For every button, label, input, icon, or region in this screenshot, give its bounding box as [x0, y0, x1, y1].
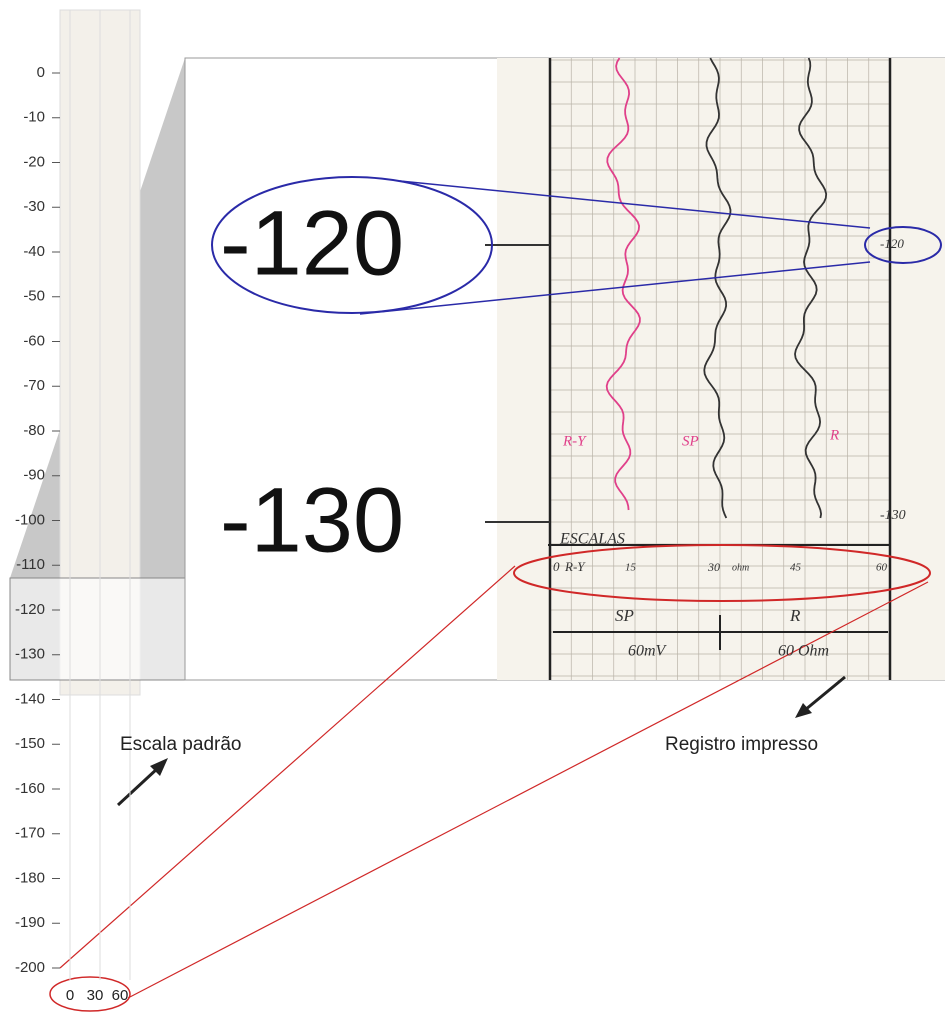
zoom-connector: [359, 261, 871, 315]
scale-name: R: [789, 606, 801, 625]
arrow-head: [795, 703, 812, 718]
scale-connector: [127, 581, 929, 999]
scale-title: ESCALAS: [559, 531, 625, 548]
depth-label: -20: [23, 153, 45, 170]
depth-label: -70: [23, 377, 45, 394]
depth-mark: -130: [880, 508, 906, 523]
depth-label: -120: [15, 601, 45, 618]
curve-label: SP: [682, 433, 699, 449]
depth-label: -140: [15, 690, 45, 707]
curve-label: R: [829, 427, 839, 443]
source-ellipse: [864, 226, 942, 264]
depth-label: -190: [15, 914, 45, 931]
depth-label: -100: [15, 511, 45, 528]
zoom-connector: [399, 180, 871, 229]
log-curve: [794, 57, 828, 519]
strip-scale-ellipse: [49, 976, 131, 1012]
arrow: [804, 675, 846, 712]
depth-label: -90: [23, 467, 45, 484]
depth-mark: -120: [880, 236, 904, 251]
strip-scale-label: 60: [112, 987, 129, 1004]
curve-label: R-Y: [562, 433, 587, 449]
depth-label: -160: [15, 780, 45, 797]
depth-label: -200: [15, 959, 45, 976]
zoom-label: -130: [220, 469, 404, 571]
scale-tick: ohm: [732, 562, 749, 573]
arrow: [116, 766, 160, 807]
depth-label: -130: [15, 646, 45, 663]
scale-name: SP: [615, 606, 634, 625]
depth-label: -10: [23, 109, 45, 126]
depth-label: -150: [15, 735, 45, 752]
caption: Escala padrão: [120, 734, 241, 755]
depth-label: -60: [23, 332, 45, 349]
scale-tick: R-Y: [564, 559, 586, 574]
scale-tick: 45: [790, 562, 802, 574]
scale-tick: 60: [876, 562, 888, 574]
depth-label: -80: [23, 422, 45, 439]
depth-label: -110: [16, 556, 45, 573]
depth-label: 0: [37, 64, 45, 81]
zoom-window: [9, 577, 186, 681]
strip-scale-label: 0: [66, 987, 74, 1004]
scale-connector: [59, 565, 516, 969]
record-curves: [605, 57, 828, 519]
strip-scale-label: 30: [87, 987, 104, 1004]
depth-label: -180: [15, 869, 45, 886]
caption: Registro impresso: [665, 734, 818, 755]
log-curve: [605, 57, 641, 511]
scale-tick: 0: [553, 559, 560, 574]
zoom-label: -120: [220, 192, 404, 294]
depth-label: -30: [23, 198, 45, 215]
record-paper: [497, 58, 945, 680]
log-curve: [703, 57, 732, 519]
depth-label: -40: [23, 243, 45, 260]
arrow-head: [150, 758, 168, 776]
depth-label: -170: [15, 825, 45, 842]
scale-tick: 15: [625, 562, 637, 574]
scale-ellipse: [513, 544, 931, 602]
scale-unit: 60 Ohm: [778, 643, 829, 660]
scale-tick: 30: [707, 560, 720, 574]
zoom-ellipse: [211, 176, 493, 314]
depth-label: -50: [23, 288, 45, 305]
scale-unit: 60mV: [628, 643, 668, 660]
